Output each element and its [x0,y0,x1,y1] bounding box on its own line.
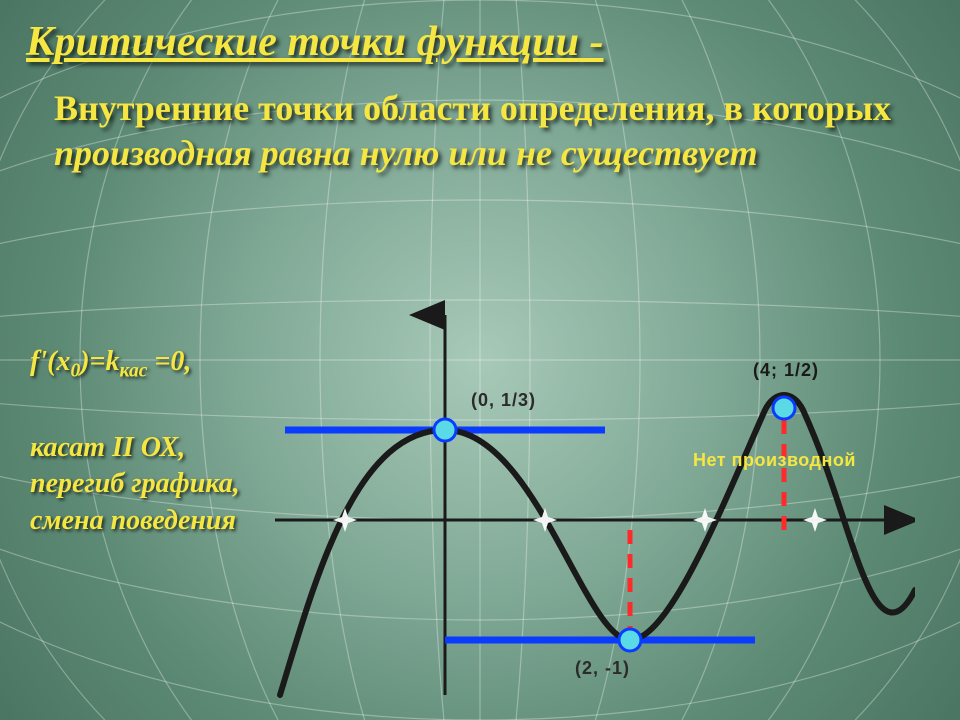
critical-point-1 [434,419,456,441]
slide-title: Критические точки функции - [26,18,603,66]
point-label-1: (0, 1/3) [471,390,536,411]
no-derivative-label: Нет производной [693,450,856,471]
critical-point-2 [619,629,641,651]
chart-area: (0, 1/3) (2, -1) (4; 1/2) Нет производно… [275,300,915,700]
slide-subtitle: Внутренние точки области определения, в … [54,86,900,176]
point-label-2: (2, -1) [575,658,630,679]
function-curve [280,395,915,695]
point-label-3: (4; 1/2) [753,360,819,381]
critical-point-3 [773,397,795,419]
formula-text: f'(x0)=kкас =0, [30,346,191,383]
description-text: касат II ОХ, перегиб графика, смена пове… [30,430,270,539]
